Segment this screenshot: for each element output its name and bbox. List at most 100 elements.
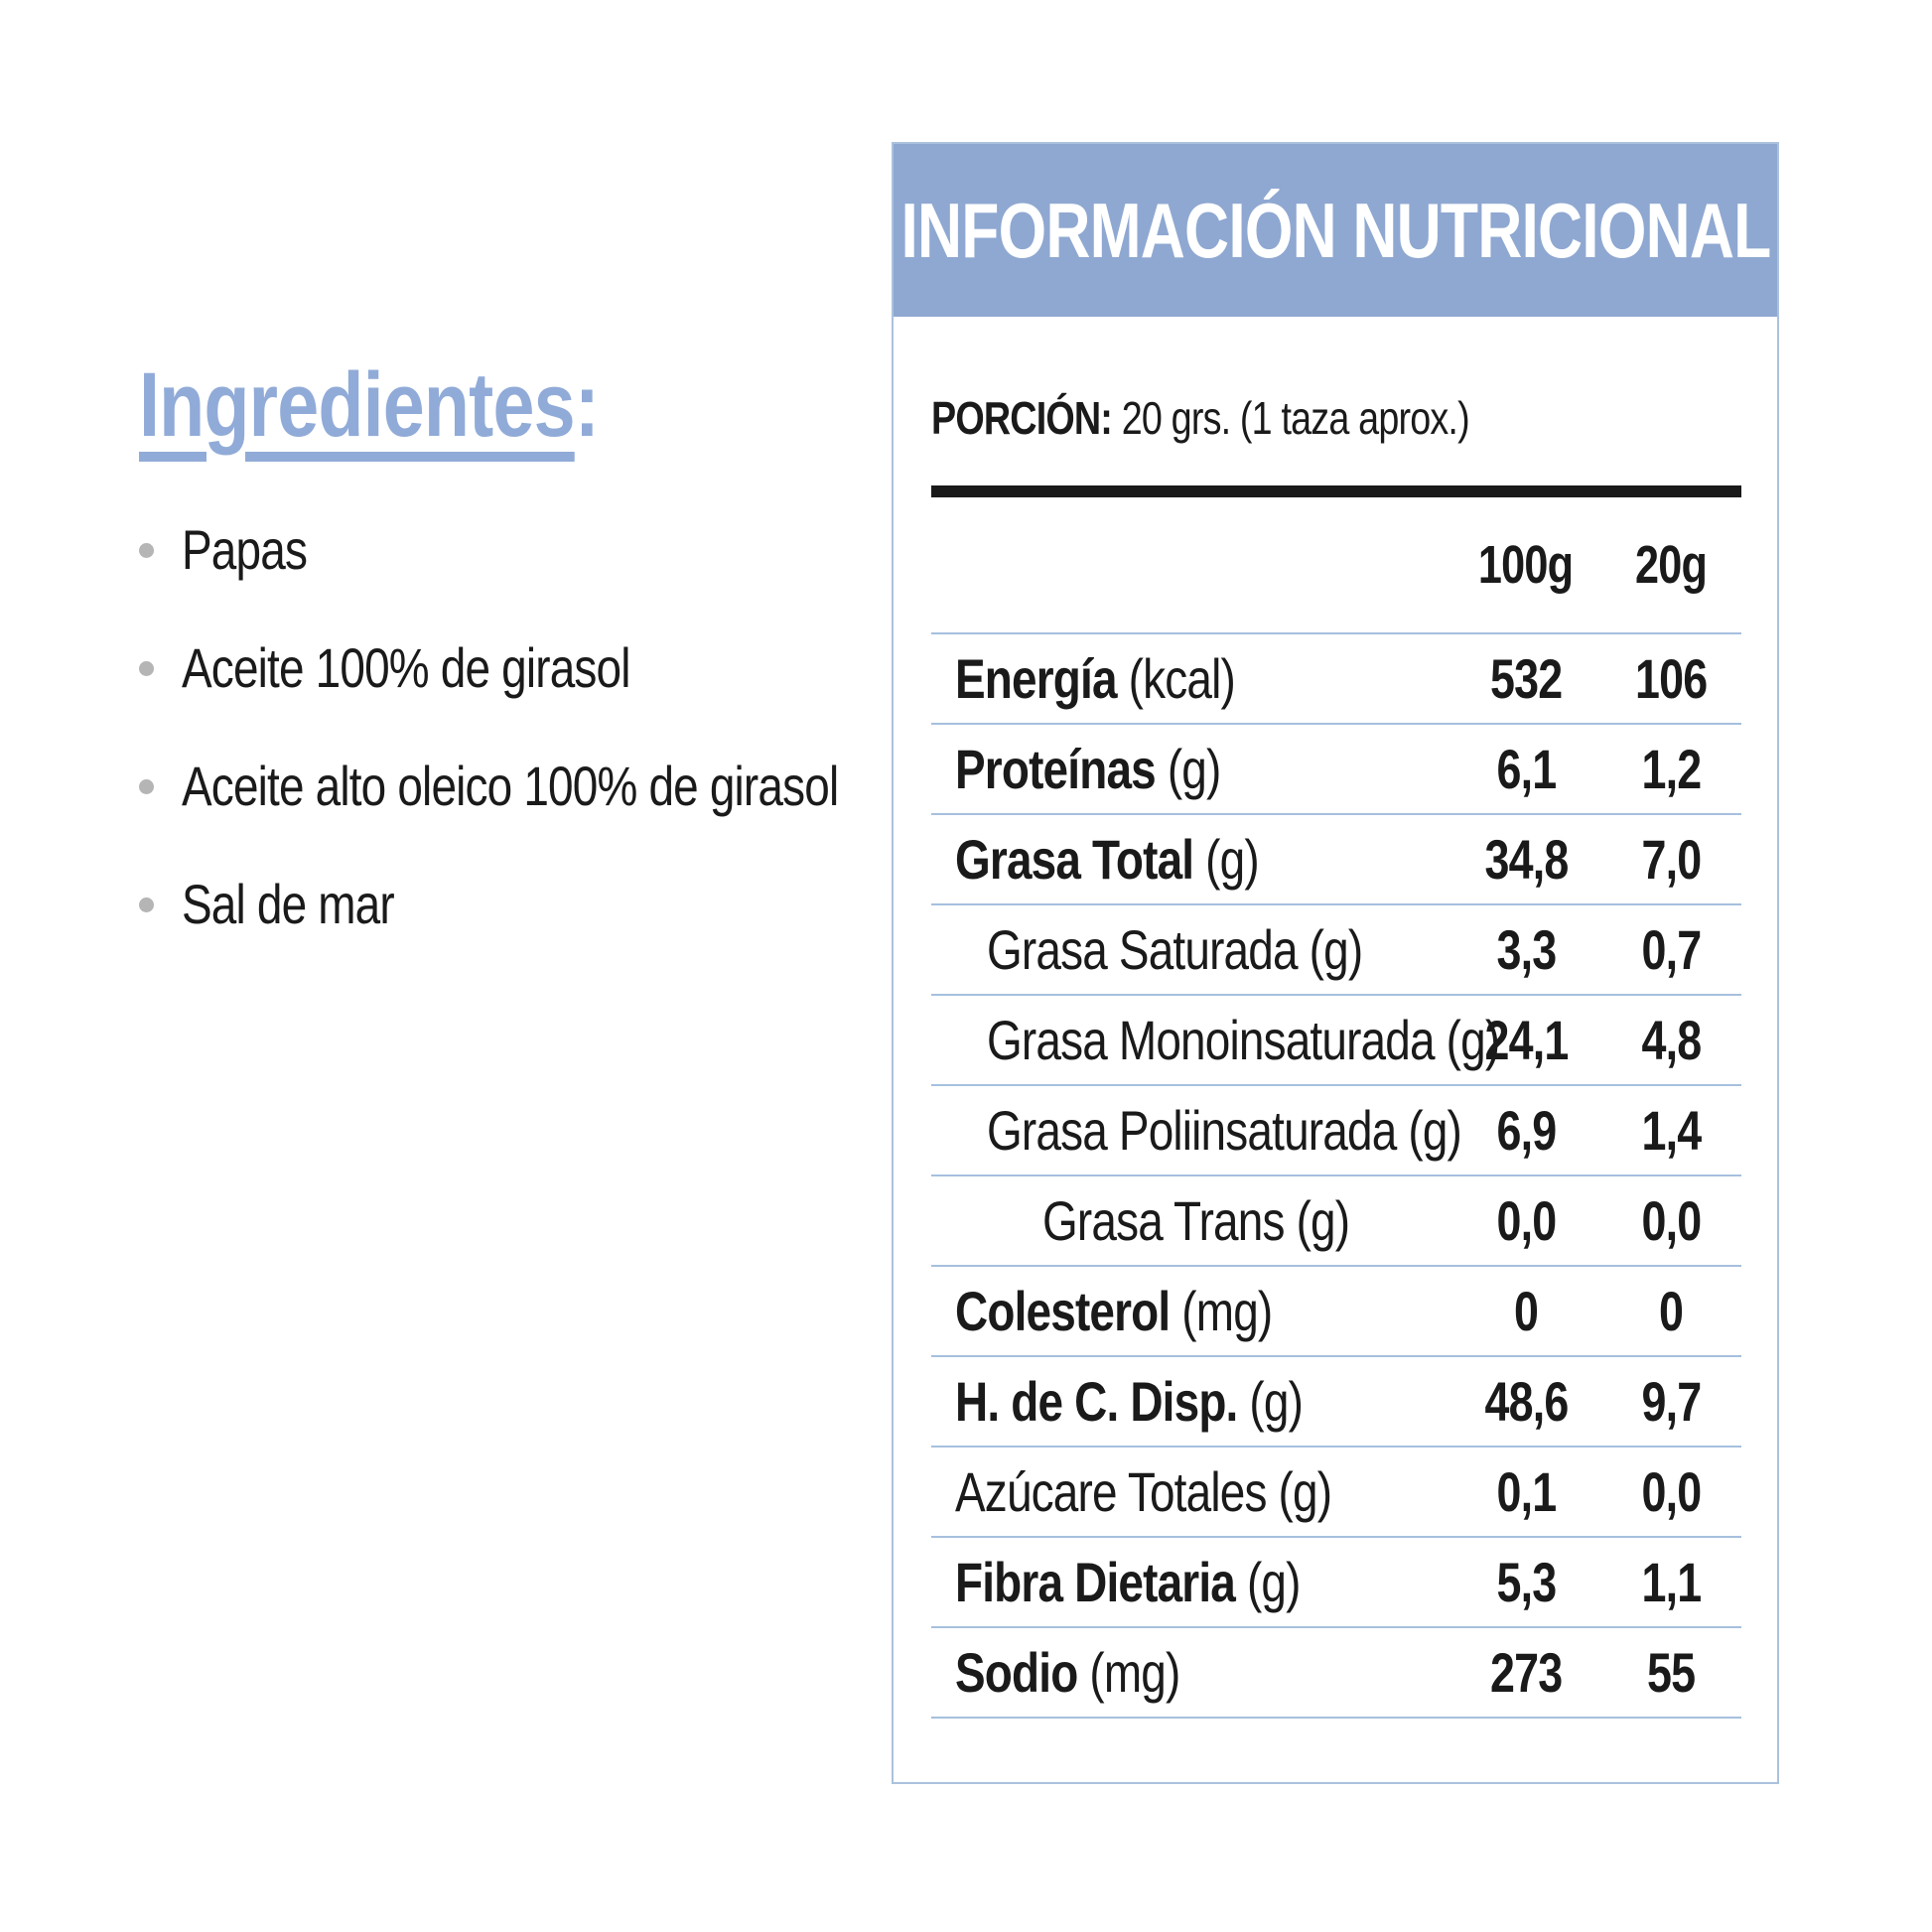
- bullet-icon: [139, 542, 154, 558]
- nutrient-unit: (g): [1408, 1099, 1462, 1162]
- nutrient-unit: (kcal): [1128, 647, 1236, 710]
- row-label: Grasa Trans (g): [931, 1188, 1451, 1253]
- value-per-100g: 6,9: [1496, 1099, 1557, 1162]
- table-row: H. de C. Disp. (g) 48,6 9,7: [931, 1357, 1741, 1448]
- row-label: Grasa Total (g): [931, 827, 1451, 892]
- column-header-20g: 20g: [1634, 535, 1708, 595]
- nutrient-name: Energía: [955, 647, 1118, 710]
- nutrient-unit: (g): [1249, 1370, 1304, 1433]
- nutrition-panel: INFORMACIÓN NUTRICIONAL PORCIÓN: 20 grs.…: [892, 142, 1779, 1784]
- value-per-100g: 3,3: [1496, 918, 1557, 981]
- nutrition-rows: Energía (kcal) 532 106 Proteínas (g) 6,1…: [931, 634, 1741, 1719]
- row-label: Azúcare Totales (g): [931, 1459, 1451, 1524]
- ingredient-text: Aceite alto oleico 100% de girasol: [182, 755, 839, 817]
- row-label: H. de C. Disp. (g): [931, 1369, 1451, 1434]
- row-label: Grasa Saturada (g): [931, 917, 1451, 982]
- value-per-20g: 9,7: [1641, 1370, 1702, 1433]
- value-per-20g: 1,1: [1641, 1551, 1702, 1613]
- column-headers-row: 100g 20g: [931, 497, 1741, 634]
- nutrient-unit: (g): [1309, 918, 1363, 981]
- row-label: Colesterol (mg): [931, 1279, 1451, 1343]
- table-row: Sodio (mg) 273 55: [931, 1628, 1741, 1719]
- table-row: Grasa Poliinsaturada (g) 6,9 1,4: [931, 1086, 1741, 1176]
- panel-content: PORCIÓN: 20 grs. (1 taza aprox.) 100g 20…: [894, 317, 1777, 1719]
- value-per-20g: 0: [1658, 1280, 1684, 1342]
- value-per-20g: 4,8: [1641, 1009, 1702, 1071]
- value-per-100g: 0,1: [1496, 1460, 1557, 1523]
- list-item: Aceite 100% de girasol: [139, 640, 814, 696]
- nutrient-name: Grasa Poliinsaturada: [987, 1099, 1397, 1162]
- ingredients-title: Ingredientes:: [139, 359, 814, 451]
- nutrient-unit: (g): [1246, 1551, 1301, 1613]
- value-per-100g: 532: [1489, 647, 1563, 710]
- panel-header: INFORMACIÓN NUTRICIONAL: [894, 144, 1777, 317]
- list-item: Aceite alto oleico 100% de girasol: [139, 759, 839, 814]
- value-per-20g: 1,4: [1641, 1099, 1702, 1162]
- nutrient-name: Grasa Monoinsaturada: [987, 1009, 1436, 1071]
- list-item: Sal de mar: [139, 877, 814, 932]
- bullet-icon: [139, 778, 154, 794]
- value-per-20g: 7,0: [1641, 828, 1702, 891]
- value-per-100g: 34,8: [1484, 828, 1569, 891]
- ingredients-title-text: Ingredientes: [139, 354, 576, 456]
- table-row: Grasa Saturada (g) 3,3 0,7: [931, 905, 1741, 996]
- column-header-100g: 100g: [1478, 535, 1574, 595]
- value-per-100g: 48,6: [1484, 1370, 1569, 1433]
- value-per-20g: 106: [1634, 647, 1708, 710]
- ingredient-list: Papas Aceite 100% de girasol Aceite alto…: [139, 522, 839, 932]
- bullet-icon: [139, 660, 154, 676]
- table-row: Grasa Total (g) 34,8 7,0: [931, 815, 1741, 905]
- list-item: Papas: [139, 522, 814, 578]
- value-per-20g: 55: [1646, 1641, 1696, 1704]
- table-row: Azúcare Totales (g) 0,1 0,0: [931, 1448, 1741, 1538]
- portion-value: 20 grs. (1 taza aprox.): [1121, 392, 1470, 444]
- value-per-100g: 5,3: [1496, 1551, 1557, 1613]
- row-label: Fibra Dietaria (g): [931, 1550, 1451, 1614]
- value-per-100g: 6,1: [1496, 738, 1557, 800]
- nutrient-unit: (g): [1296, 1189, 1350, 1252]
- table-row: Fibra Dietaria (g) 5,3 1,1: [931, 1538, 1741, 1628]
- portion-label: PORCIÓN:: [931, 392, 1113, 444]
- table-row: Colesterol (mg) 0 0: [931, 1267, 1741, 1357]
- nutrient-unit: (g): [1167, 738, 1221, 800]
- bullet-icon: [139, 897, 154, 912]
- row-label: Grasa Monoinsaturada (g): [931, 1008, 1500, 1072]
- ingredient-text: Sal de mar: [182, 873, 395, 935]
- nutrient-unit: (mg): [1089, 1641, 1180, 1704]
- ingredient-text: Aceite 100% de girasol: [182, 636, 630, 699]
- value-per-100g: 0: [1513, 1280, 1539, 1342]
- nutrient-name: Fibra Dietaria: [955, 1551, 1236, 1613]
- row-label: Energía (kcal): [931, 646, 1451, 711]
- portion-line: PORCIÓN: 20 grs. (1 taza aprox.): [931, 317, 1741, 446]
- value-per-20g: 1,2: [1641, 738, 1702, 800]
- table-row: Grasa Trans (g) 0,0 0,0: [931, 1176, 1741, 1267]
- ingredients-title-colon: :: [574, 354, 600, 456]
- nutrient-name: Sodio: [955, 1641, 1078, 1704]
- nutrient-name: Grasa Trans: [1042, 1189, 1285, 1252]
- value-per-20g: 0,7: [1641, 918, 1702, 981]
- value-per-100g: 273: [1489, 1641, 1563, 1704]
- value-per-20g: 0,0: [1641, 1460, 1702, 1523]
- panel-title: INFORMACIÓN NUTRICIONAL: [900, 186, 1771, 274]
- nutrient-name: H. de C. Disp.: [955, 1370, 1238, 1433]
- nutrient-name: Grasa Saturada: [987, 918, 1299, 981]
- nutrient-unit: (g): [1278, 1460, 1332, 1523]
- nutrient-name: Grasa Total: [955, 828, 1194, 891]
- table-row: Proteínas (g) 6,1 1,2: [931, 725, 1741, 815]
- ingredient-text: Papas: [182, 518, 308, 581]
- row-label: Proteínas (g): [931, 737, 1451, 801]
- row-label: Sodio (mg): [931, 1640, 1451, 1705]
- nutrient-name: Azúcare Totales: [955, 1460, 1267, 1523]
- table-row: Energía (kcal) 532 106: [931, 634, 1741, 725]
- table-row: Grasa Monoinsaturada (g) 24,1 4,8: [931, 996, 1741, 1086]
- ingredients-section: Ingredientes: Papas Aceite 100% de giras…: [139, 359, 839, 995]
- value-per-100g: 24,1: [1484, 1009, 1569, 1071]
- portion-divider: [931, 485, 1741, 497]
- row-label: Grasa Poliinsaturada (g): [931, 1098, 1462, 1163]
- value-per-20g: 0,0: [1641, 1189, 1702, 1252]
- value-per-100g: 0,0: [1496, 1189, 1557, 1252]
- nutrient-name: Colesterol: [955, 1280, 1171, 1342]
- nutrient-unit: (g): [1446, 1009, 1500, 1071]
- nutrient-unit: (g): [1205, 828, 1259, 891]
